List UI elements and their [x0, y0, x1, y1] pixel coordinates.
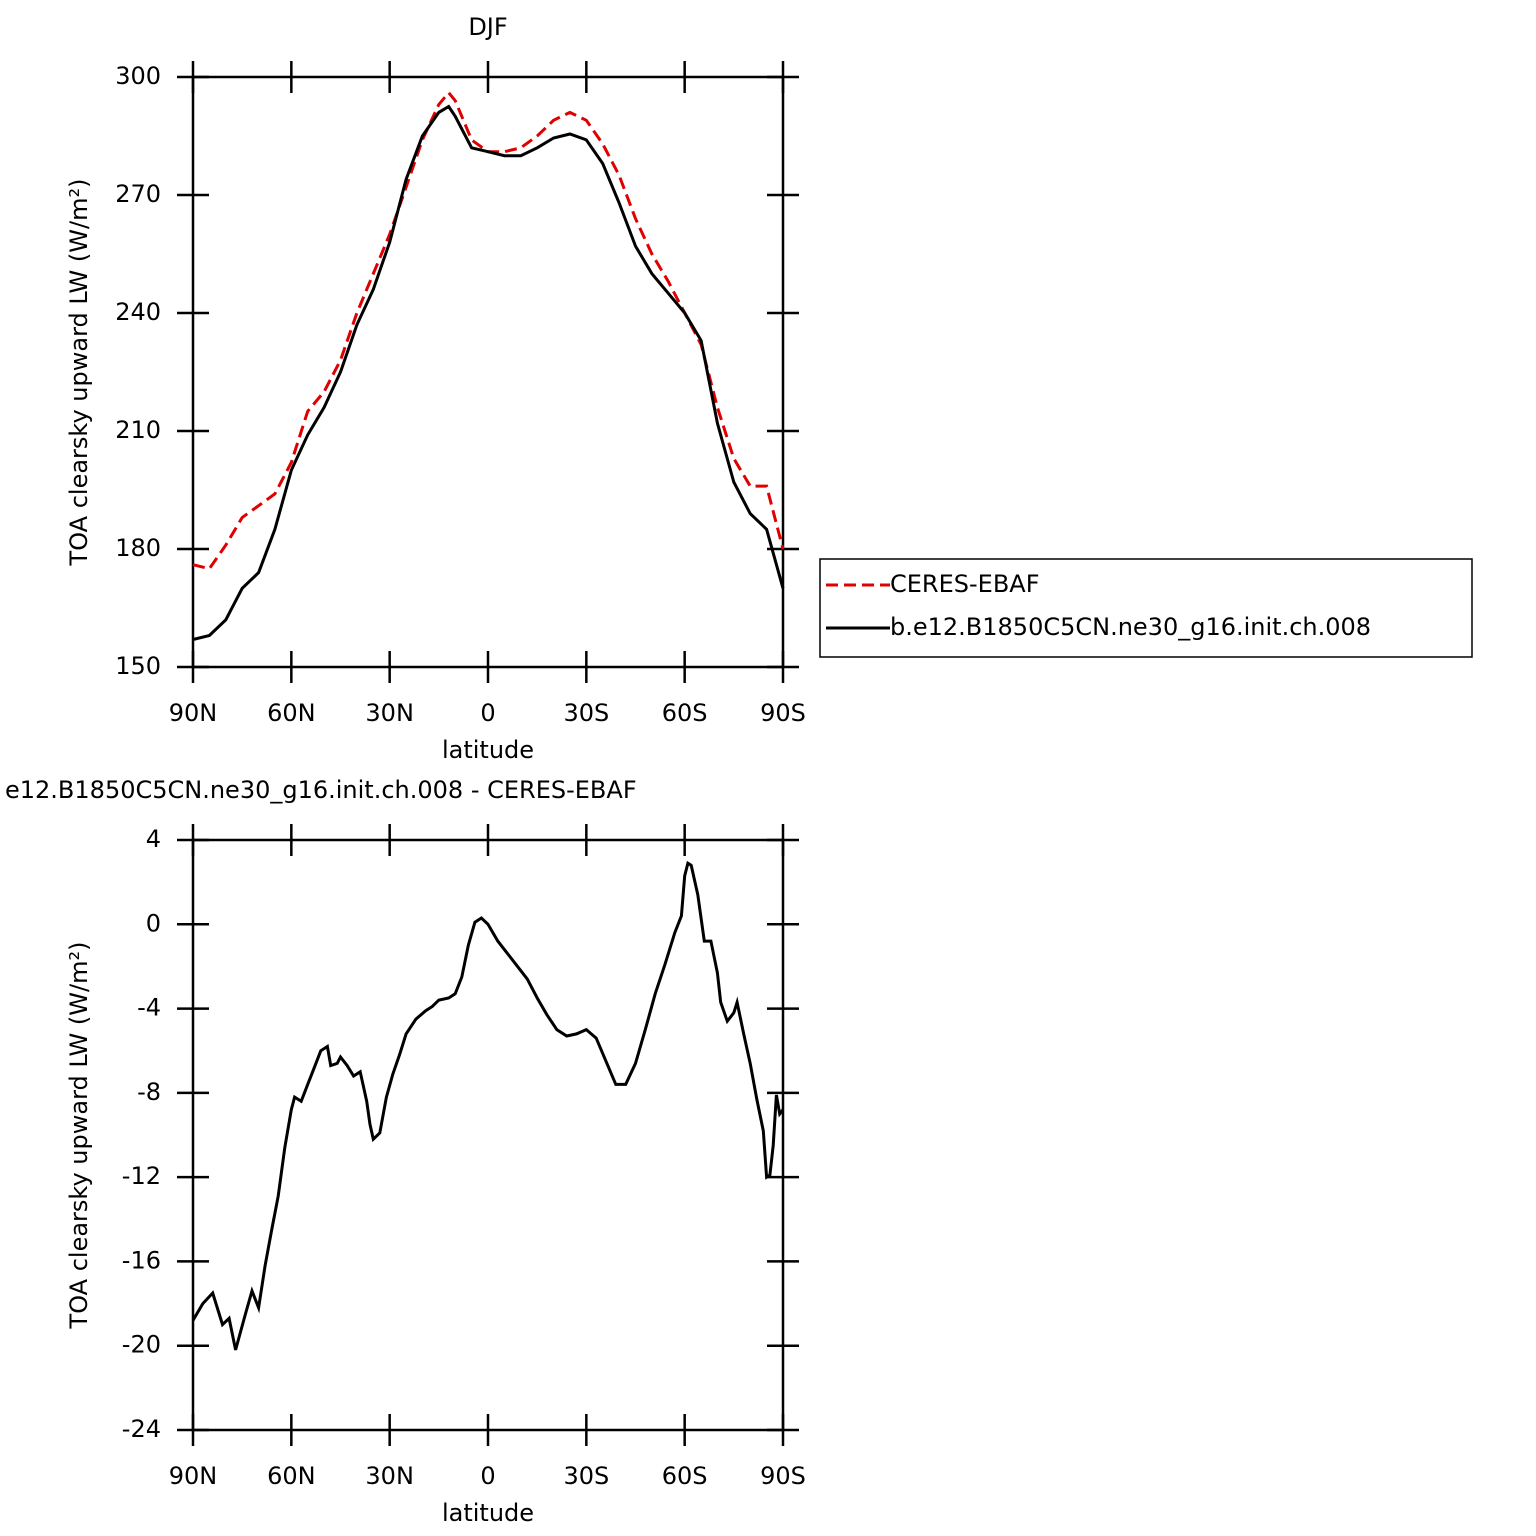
y-axis-label: TOA clearsky upward LW (W/m²) [65, 179, 93, 567]
x-tick-label: 60N [267, 699, 316, 727]
x-tick-label: 0 [480, 1462, 495, 1490]
y-tick-label: 240 [115, 298, 161, 326]
y-tick-label: 150 [115, 652, 161, 680]
legend-label: b.e12.B1850C5CN.ne30_g16.init.ch.008 [890, 613, 1371, 641]
chart-title: e12.B1850C5CN.ne30_g16.init.ch.008 - CER… [5, 776, 637, 804]
x-tick-label: 90S [760, 699, 806, 727]
y-tick-label: -20 [122, 1331, 161, 1359]
data-line [191, 860, 785, 1351]
x-tick-label: 30N [365, 699, 414, 727]
x-tick-label: 0 [480, 699, 495, 727]
y-tick-label: -24 [122, 1415, 161, 1443]
y-axis-label: TOA clearsky upward LW (W/m²) [65, 942, 93, 1330]
y-tick-label: 300 [115, 62, 161, 90]
legend-label: CERES-EBAF [890, 570, 1040, 598]
x-tick-label: 60S [662, 699, 708, 727]
plot-frame [191, 75, 785, 669]
data-line [192, 104, 785, 641]
chart-title: DJF [468, 13, 507, 41]
y-tick-label: -4 [137, 994, 161, 1022]
x-axis-label: latitude [442, 1499, 534, 1527]
y-tick-label: 270 [115, 180, 161, 208]
y-tick-label: 210 [115, 416, 161, 444]
x-tick-label: 30S [563, 1462, 609, 1490]
x-tick-label: 60S [662, 1462, 708, 1490]
y-tick-label: 180 [115, 534, 161, 562]
y-tick-label: -8 [137, 1078, 161, 1106]
y-tick-label: 4 [146, 825, 161, 853]
plot-frame [191, 838, 785, 1432]
x-tick-label: 30N [365, 1462, 414, 1490]
y-tick-label: -16 [122, 1246, 161, 1274]
legend-box [819, 558, 1473, 658]
x-tick-label: 90N [169, 1462, 218, 1490]
y-tick-label: 0 [146, 909, 161, 937]
x-tick-label: 90S [760, 1462, 806, 1490]
x-axis-label: latitude [442, 736, 534, 764]
x-tick-label: 90N [169, 699, 218, 727]
y-tick-label: -12 [122, 1162, 161, 1190]
x-tick-label: 60N [267, 1462, 316, 1490]
x-tick-label: 30S [563, 699, 609, 727]
